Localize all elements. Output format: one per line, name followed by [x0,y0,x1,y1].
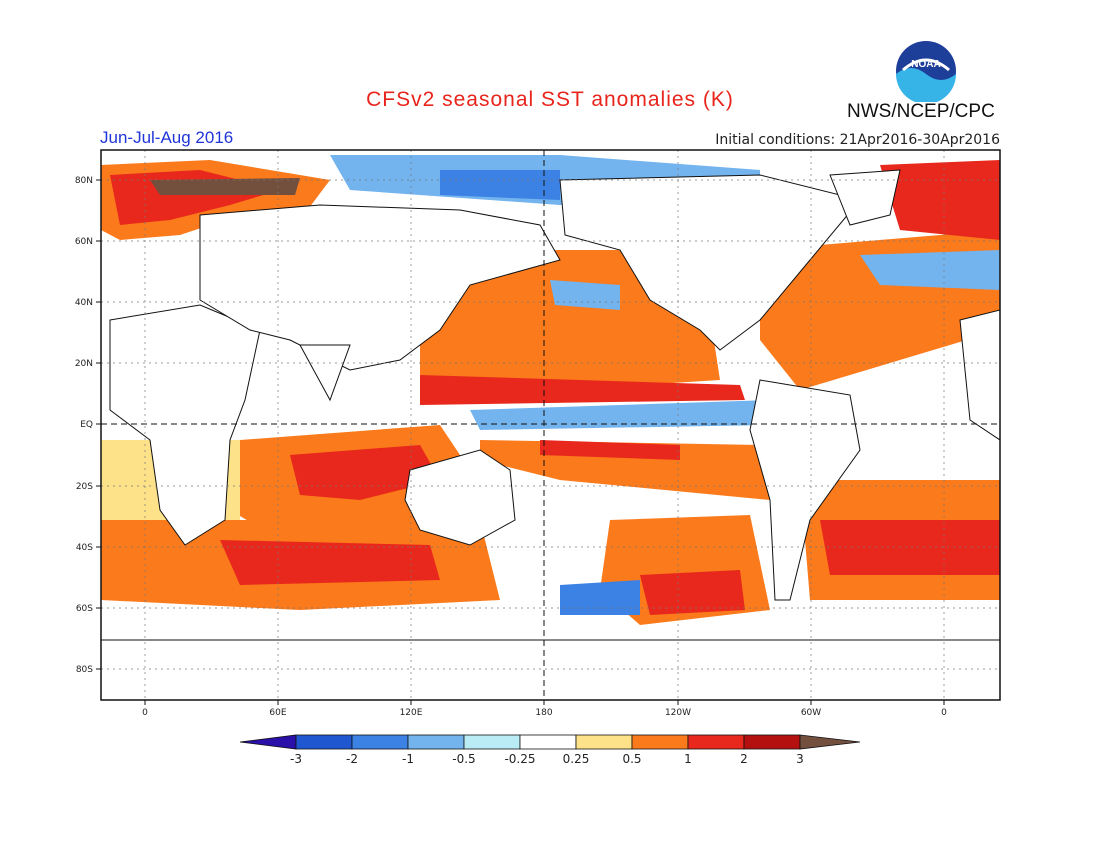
southern-ocean-cool-patch [560,580,640,615]
noaa-logo-text: NOAA [911,59,940,70]
colorbar-segment [631,734,689,750]
colorbar-segment [519,734,577,750]
lat-label: 20S [76,482,93,492]
latitude-axis: 80N 60N 40N 20N EQ 20S 40S 60S 80S [75,176,101,675]
australia-land [404,449,516,546]
colorbar-label: -3 [290,752,302,766]
arctic-landmask-warm [150,178,300,195]
colorbar-segment [351,734,409,750]
lat-label: 40N [75,298,93,308]
colorbar-segment [743,734,801,750]
south-pacific-hot-core [640,570,745,615]
lon-label: 60W [801,708,821,718]
arctic-atlantic-warm-right [880,160,1000,240]
africa-land-right [959,309,1000,441]
colorbar-segment [407,734,465,750]
colorbar-segment [575,734,633,750]
land-masses [101,169,1000,700]
initial-conditions-label: Initial conditions: 21Apr2016-30Apr2016 [715,132,1000,148]
noaa-logo: NOAA [896,41,956,102]
antarctica-land [101,639,1000,700]
lat-label: EQ [80,420,93,430]
lat-label: 60N [75,237,93,247]
south-america-land [749,379,861,601]
lon-label: 120W [665,708,691,718]
southern-indian-hot-band [220,540,440,585]
lon-label: 60E [269,708,286,718]
lat-label: 40S [76,543,93,553]
lat-label: 80N [75,176,93,186]
eurasia-land [199,204,561,371]
colorbar-label: -0.25 [504,752,535,766]
greenland-land [829,169,901,226]
lon-label: 180 [535,708,552,718]
colorbar: -3 -2 -1 -0.5 -0.25 0.25 0.5 1 2 3 [239,734,861,766]
north-atlantic-cool-patch [860,250,1000,290]
equatorial-pacific-cool-tongue [470,400,770,430]
colorbar-segment [295,734,353,750]
lat-lon-gridlines [101,150,1000,700]
colorbar-label: -2 [346,752,358,766]
colorbar-label: 2 [740,752,748,766]
organization-label: NWS/NCEP/CPC [847,101,995,122]
season-label: Jun-Jul-Aug 2016 [100,128,234,147]
colorbar-label: 0.5 [622,752,641,766]
india-land [299,344,351,402]
north-america-land [559,174,861,351]
tropical-pacific-warm-band [420,375,745,405]
lon-label: 120E [400,708,423,718]
lon-label: 0 [142,708,148,718]
colorbar-label: 3 [796,752,804,766]
colorbar-segment-left-arrow [239,734,297,750]
colorbar-label: 0.25 [563,752,590,766]
south-equatorial-hot-band [540,440,680,460]
colorbar-segment [463,734,521,750]
north-pacific-cool-spot [550,280,620,310]
lat-label: 20N [75,359,93,369]
colorbar-segment [687,734,745,750]
lat-label: 60S [76,604,93,614]
colorbar-label: -0.5 [452,752,475,766]
arctic-cool-core [440,170,560,200]
map-title: CFSv2 seasonal SST anomalies (K) [366,88,734,111]
colorbar-segment-right-arrow [799,734,861,750]
south-atlantic-hot-core [820,520,1000,575]
colorbar-label: -1 [402,752,414,766]
lat-label: 80S [76,665,93,675]
colorbar-label: 1 [684,752,692,766]
longitude-axis: 0 60E 120E 180 120W 60W 0 [142,700,947,718]
map-frame [100,149,1001,701]
lon-label: 0 [941,708,947,718]
